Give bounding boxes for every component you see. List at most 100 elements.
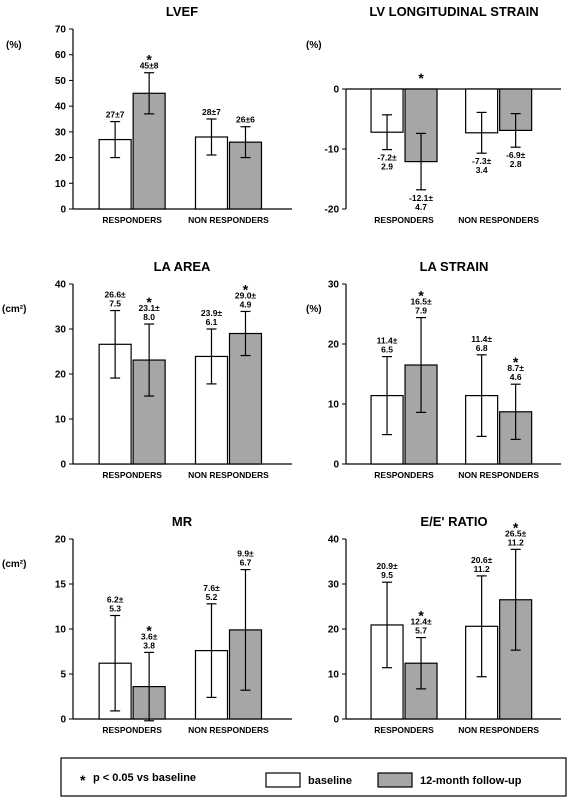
significance-star: * (513, 354, 519, 370)
y-tick-label: 0 (333, 460, 339, 471)
y-tick-label: -20 (325, 205, 340, 216)
y-tick-label: 15 (55, 580, 67, 591)
category-label: RESPONDERS (374, 215, 434, 225)
data-label: 6.2± (107, 595, 124, 605)
data-label: 11.2 (508, 537, 524, 547)
y-tick-label: 70 (55, 25, 67, 36)
data-label: 7.9 (415, 306, 427, 316)
chart-title: LA STRAIN (420, 259, 489, 274)
significance-star: * (146, 294, 152, 310)
category-label: RESPONDERS (102, 215, 162, 225)
category-label: NON RESPONDERS (188, 215, 269, 225)
y-tick-label: 50 (55, 76, 67, 87)
significance-star: * (146, 622, 152, 638)
chart-panels: LVEF(%)010203040506070RESPONDERS27±745±8… (2, 4, 561, 735)
data-label: 20.6± (471, 555, 493, 565)
chart-title: LVEF (166, 4, 198, 19)
bar-followup (404, 662, 438, 720)
data-label: 9.5 (381, 570, 393, 580)
data-label: 11.4± (471, 334, 492, 344)
data-label: 28±7 (202, 107, 221, 117)
chart-panel-3: LA AREA (cm²) 0 10 20 30 40 RESPONDERS 26.6±7.5 2… (2, 259, 292, 480)
data-label: 3.8 (143, 640, 155, 650)
data-label: 4.9 (240, 299, 252, 309)
data-label: 45±8 (140, 61, 159, 71)
data-label: 5.2 (206, 592, 218, 602)
data-label: 7.6± (203, 583, 220, 593)
significance-star: * (146, 52, 152, 68)
y-tick-label: 40 (55, 102, 67, 113)
y-axis-unit: (%) (6, 40, 22, 51)
data-label: 27±7 (106, 110, 125, 120)
legend-followup-label: 12-month follow-up (420, 775, 522, 787)
category-label: NON RESPONDERS (458, 470, 539, 480)
y-tick-label: 5 (60, 670, 66, 681)
category-label: NON RESPONDERS (188, 725, 269, 735)
data-label: 20.9± (376, 561, 398, 571)
y-axis-unit: (cm²) (2, 559, 26, 570)
chart-panel-6: E/E' RATIO 0 10 20 30 40 RESPONDERS 20.9±9.5 12.… (328, 514, 561, 735)
data-label: 8.7± (507, 363, 524, 373)
y-tick-label: 40 (55, 280, 67, 291)
category-label: NON RESPONDERS (458, 725, 539, 735)
bar-followup (132, 92, 166, 210)
data-label: 12.4± (410, 617, 432, 627)
chart-panel-2: LV LONGITUDINAL STRAIN (%) -20 -10 0 RESPONDE… (306, 4, 561, 225)
category-label: RESPONDERS (374, 470, 434, 480)
significance-star: * (513, 519, 519, 535)
data-label: 16.5± (410, 297, 432, 307)
data-label: 4.7 (415, 202, 427, 212)
data-label: 8.0 (143, 312, 155, 322)
data-label: 2.8 (510, 159, 522, 169)
legend-followup-swatch (377, 772, 413, 788)
data-label: 26.6± (105, 290, 127, 300)
y-tick-label: 10 (55, 625, 67, 636)
significance-star: * (418, 288, 424, 304)
legend-baseline-label: baseline (308, 775, 352, 787)
y-tick-label: 30 (55, 127, 67, 138)
y-tick-label: 20 (55, 535, 67, 546)
significance-star: * (418, 70, 424, 86)
data-label: 26.5± (505, 528, 527, 538)
y-tick-label: 20 (55, 370, 67, 381)
data-label: 11.2 (474, 564, 490, 574)
data-label: 23.9± (201, 308, 223, 318)
chart-title: LA AREA (154, 259, 211, 274)
y-tick-label: 10 (55, 415, 67, 426)
y-tick-label: 0 (60, 205, 66, 216)
data-label: 9.9± (237, 549, 254, 559)
y-axis-unit: (%) (306, 304, 322, 315)
chart-panel-1: LVEF (%) 0 10 20 30 40 50 60 70 RESPONDERS 27±7 45±8… (6, 4, 292, 225)
y-tick-label: 0 (333, 715, 339, 726)
data-label: -6.9± (506, 150, 526, 160)
category-label: NON RESPONDERS (458, 215, 539, 225)
chart-title: E/E' RATIO (420, 514, 487, 529)
category-label: RESPONDERS (102, 725, 162, 735)
data-label: -7.3± (472, 156, 492, 166)
data-label: 6.1 (206, 317, 218, 327)
data-label: 23.1± (139, 303, 161, 313)
data-label: 6.7 (240, 558, 252, 568)
data-label: 5.7 (415, 626, 427, 636)
y-tick-label: 0 (60, 460, 66, 471)
data-label: 2.9 (381, 162, 393, 172)
data-label: 29.0± (235, 290, 257, 300)
category-label: NON RESPONDERS (188, 470, 269, 480)
chart-title: MR (172, 514, 193, 529)
category-label: RESPONDERS (102, 470, 162, 480)
legend-significance-note: p < 0.05 vs baseline (93, 772, 196, 784)
y-tick-label: 0 (333, 85, 339, 96)
y-tick-label: 30 (328, 580, 340, 591)
y-tick-label: 60 (55, 50, 67, 61)
legend: * p < 0.05 vs baseline baseline 12-month… (60, 757, 567, 797)
data-label: 11.4± (377, 336, 398, 346)
data-label: 26±6 (236, 115, 255, 125)
y-tick-label: 0 (60, 715, 66, 726)
chart-title: LV LONGITUDINAL STRAIN (369, 4, 538, 19)
chart-panel-5: MR (cm²) 0 5 10 15 20 RESPONDERS 6.2±5.3 3.6±3.8 *… (2, 514, 292, 735)
y-tick-label: 30 (55, 325, 67, 336)
legend-star: * (80, 772, 86, 788)
data-label: 4.6 (510, 372, 522, 382)
y-tick-label: 10 (328, 670, 340, 681)
